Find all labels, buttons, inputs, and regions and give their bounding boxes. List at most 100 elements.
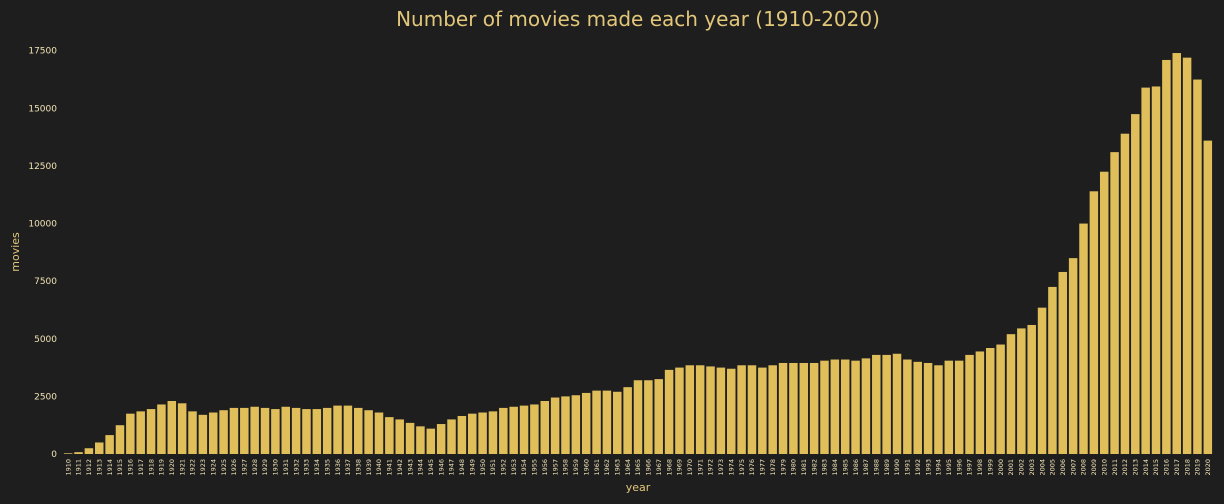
bar xyxy=(467,413,477,454)
bar xyxy=(447,419,456,454)
bar xyxy=(374,412,384,454)
bar xyxy=(675,367,684,454)
bar xyxy=(986,348,995,454)
x-tick-label: 1928 xyxy=(251,459,259,476)
bar xyxy=(913,361,922,454)
bar xyxy=(63,453,73,454)
bar xyxy=(768,365,777,454)
bar xyxy=(240,407,249,454)
x-tick-label: 1956 xyxy=(541,459,549,476)
bar xyxy=(1048,286,1057,454)
bar xyxy=(1110,152,1119,454)
x-tick-label: 2016 xyxy=(1163,459,1171,476)
bar xyxy=(281,406,290,454)
bar xyxy=(260,407,270,454)
x-tick-label: 1924 xyxy=(209,459,217,476)
y-tick-label: 5000 xyxy=(34,335,57,345)
x-tick-label: 2005 xyxy=(1049,459,1057,476)
x-tick-label: 1963 xyxy=(613,459,621,476)
x-tick-label: 1947 xyxy=(448,459,456,476)
bar xyxy=(1151,86,1161,455)
x-tick-label: 1911 xyxy=(75,459,83,476)
x-tick-label: 1982 xyxy=(810,459,818,476)
bar xyxy=(115,425,125,454)
x-tick-label: 1940 xyxy=(375,459,383,476)
x-tick-label: 1967 xyxy=(655,459,663,476)
bar xyxy=(416,426,425,454)
bar xyxy=(271,409,280,454)
x-tick-label: 1998 xyxy=(976,459,984,476)
x-tick-label: 1946 xyxy=(437,459,445,476)
bar xyxy=(1058,271,1068,454)
x-tick-label: 1993 xyxy=(924,459,932,476)
x-tick-label: 1958 xyxy=(562,459,570,476)
bar xyxy=(820,360,829,454)
x-tick-label: 2007 xyxy=(1069,459,1077,476)
bar xyxy=(1079,223,1088,454)
x-tick-label: 1959 xyxy=(572,459,580,476)
bar xyxy=(975,351,985,454)
x-tick-label: 1955 xyxy=(531,459,539,476)
bar xyxy=(302,409,311,454)
x-axis-ticks: 1910 1911 1912 1913 1914 1915 1916 1917 1918 1919… xyxy=(64,459,1212,476)
bar xyxy=(219,410,228,454)
bar xyxy=(1120,133,1130,454)
bar xyxy=(395,419,404,454)
x-tick-label: 1929 xyxy=(261,459,269,476)
x-tick-label: 2003 xyxy=(1028,459,1036,476)
bar xyxy=(934,365,943,454)
bar xyxy=(830,359,840,454)
bar xyxy=(1089,191,1099,455)
bar xyxy=(478,412,487,454)
x-tick-label: 1919 xyxy=(158,459,166,476)
bar xyxy=(644,380,653,454)
bar xyxy=(250,406,259,454)
x-tick-label: 1980 xyxy=(790,459,798,476)
bar xyxy=(654,379,663,454)
x-tick-label: 1992 xyxy=(914,459,922,476)
bar xyxy=(1006,334,1016,454)
bar xyxy=(540,401,550,454)
x-tick-label: 2009 xyxy=(1090,459,1098,476)
bar xyxy=(1193,79,1202,454)
x-tick-label: 2004 xyxy=(1038,459,1046,476)
x-tick-label: 1987 xyxy=(862,459,870,476)
x-tick-label: 1974 xyxy=(727,459,735,476)
bar xyxy=(716,367,726,454)
bar xyxy=(851,360,860,454)
bar xyxy=(1099,171,1109,454)
bar xyxy=(944,360,954,454)
bar xyxy=(385,417,394,454)
bar xyxy=(136,411,145,454)
bar xyxy=(405,422,415,454)
x-tick-label: 1937 xyxy=(344,459,352,476)
x-tick-label: 2000 xyxy=(997,459,1005,476)
bar xyxy=(208,412,218,454)
x-tick-label: 1950 xyxy=(479,459,487,476)
chart-title: Number of movies made each year (1910-20… xyxy=(396,7,880,31)
x-tick-label: 2013 xyxy=(1132,459,1140,476)
bar xyxy=(1162,59,1171,455)
y-tick-label: 10000 xyxy=(28,220,57,230)
x-tick-label: 1968 xyxy=(665,459,673,476)
bar xyxy=(561,396,570,454)
x-tick-label: 1952 xyxy=(500,459,508,476)
x-tick-label: 1997 xyxy=(966,459,974,476)
x-tick-label: 2002 xyxy=(1018,459,1026,476)
bar xyxy=(923,362,933,454)
bar xyxy=(706,366,715,454)
bar xyxy=(685,365,695,454)
bar xyxy=(157,404,166,454)
x-tick-label: 1996 xyxy=(955,459,963,476)
bar xyxy=(74,452,83,454)
bar xyxy=(550,397,560,454)
bar xyxy=(737,365,746,454)
x-tick-label: 1953 xyxy=(510,459,518,476)
x-tick-label: 1984 xyxy=(831,459,839,476)
x-tick-label: 1971 xyxy=(696,459,704,476)
x-tick-label: 1986 xyxy=(852,459,860,476)
x-tick-label: 1948 xyxy=(458,459,466,476)
x-tick-label: 1944 xyxy=(417,459,425,476)
x-tick-label: 2018 xyxy=(1183,459,1191,476)
bar xyxy=(343,405,353,454)
